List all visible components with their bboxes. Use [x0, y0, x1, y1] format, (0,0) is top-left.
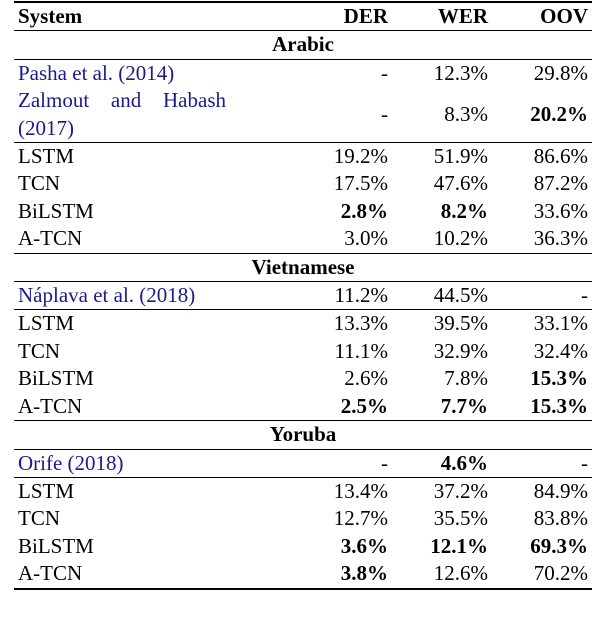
oov-cell: -	[492, 448, 592, 478]
der-cell: 11.2%	[230, 281, 392, 310]
data-row: BiLSTM 3.6% 12.1% 69.3%	[14, 533, 592, 560]
der-cell: 3.6%	[340, 533, 388, 558]
system-cell: LSTM	[14, 142, 230, 171]
wer-cell: 7.8%	[444, 366, 488, 391]
wer-cell: 8.2%	[440, 198, 488, 223]
header-cell: WER	[392, 1, 492, 31]
der-cell: 2.5%	[340, 393, 388, 418]
der-cell: 2.6%	[344, 366, 388, 391]
system-cell: LSTM	[14, 476, 230, 506]
language-row: Yoruba	[14, 420, 592, 449]
wer-cell: 10.2%	[433, 226, 488, 251]
wer-cell: 39.5%	[392, 309, 492, 338]
language-label: Yoruba	[14, 420, 592, 449]
language-label: Arabic	[14, 30, 592, 60]
language-row: Vietnamese	[14, 252, 592, 282]
wer-cell: 12.3%	[392, 58, 492, 88]
data-row: A-TCN 3.0% 10.2% 36.3%	[14, 225, 592, 253]
data-row: LSTM 19.2% 51.9% 86.6%	[14, 142, 592, 171]
system-cell: Náplava et al. (2018)	[14, 281, 230, 310]
oov-cell: 83.8%	[533, 506, 588, 531]
header-row: System DER WER OOV	[14, 1, 592, 31]
oov-cell: 32.4%	[533, 338, 588, 363]
system-cell: LSTM	[14, 309, 230, 338]
system-cell: A-TCN	[18, 393, 83, 418]
oov-cell: -	[492, 281, 592, 310]
der-cell: 11.1%	[334, 338, 388, 363]
header-cell: OOV	[492, 1, 592, 31]
wer-cell: 7.7%	[440, 393, 488, 418]
wer-cell: 8.3%	[444, 101, 488, 126]
data-row: Náplava et al. (2018) 11.2% 44.5% -	[14, 281, 592, 310]
system-cell: TCN	[18, 338, 60, 363]
der-cell: 12.7%	[333, 506, 388, 531]
header-cell: System	[14, 1, 230, 31]
oov-cell: 86.6%	[492, 142, 592, 171]
oov-cell: 15.3%	[530, 366, 588, 391]
wer-cell: 37.2%	[392, 476, 492, 506]
der-cell: -	[381, 101, 388, 126]
data-row: LSTM 13.4% 37.2% 84.9%	[14, 476, 592, 506]
system-cell: Orife (2018)	[14, 448, 230, 478]
der-cell: 3.8%	[230, 560, 392, 590]
der-cell: 13.4%	[230, 476, 392, 506]
data-row: BiLSTM 2.8% 8.2% 33.6%	[14, 198, 592, 225]
language-label: Vietnamese	[14, 252, 592, 282]
system-cell: Zalmout and Habash (2017)	[18, 88, 226, 140]
data-row: TCN 12.7% 35.5% 83.8%	[14, 505, 592, 532]
wer-cell: 12.1%	[430, 533, 488, 558]
system-cell: BiLSTM	[18, 366, 94, 391]
table-body: Arabic Pasha et al. (2014) -12.3% 29.8% Zalm…	[14, 30, 592, 590]
language-row: Arabic	[14, 30, 592, 60]
der-cell: -	[230, 58, 392, 88]
oov-cell: 33.6%	[533, 198, 588, 223]
oov-cell: 36.3%	[533, 226, 588, 251]
data-row: LSTM 13.3% 39.5% 33.1%	[14, 309, 592, 338]
data-row: BiLSTM 2.6% 7.8% 15.3%	[14, 365, 592, 392]
system-cell: BiLSTM	[18, 198, 94, 223]
oov-cell: 87.2%	[533, 171, 588, 196]
data-row: Orife (2018) -4.6% -	[14, 448, 592, 478]
oov-cell: 70.2%	[492, 560, 592, 590]
data-row: A-TCN 2.5% 7.7% 15.3%	[14, 393, 592, 421]
system-cell: A-TCN	[14, 560, 230, 590]
der-cell: 13.3%	[230, 309, 392, 338]
system-cell: TCN	[18, 171, 60, 196]
wer-cell: 47.6%	[433, 171, 488, 196]
data-row: Pasha et al. (2014) -12.3% 29.8%	[14, 58, 592, 88]
wer-cell: 44.5%	[392, 281, 492, 310]
oov-cell: 20.2%	[530, 101, 588, 126]
oov-cell: 69.3%	[530, 533, 588, 558]
oov-cell: 84.9%	[492, 476, 592, 506]
der-cell: 2.8%	[340, 198, 388, 223]
der-cell: 19.2%	[230, 142, 392, 171]
wer-cell: 35.5%	[433, 506, 488, 531]
results-table: System DER WER OOV Arabic Pasha et al. (2…	[14, 1, 592, 590]
data-row: TCN 11.1% 32.9% 32.4%	[14, 338, 592, 365]
oov-cell: 15.3%	[530, 393, 588, 418]
der-cell: 3.0%	[344, 226, 388, 251]
oov-cell: 33.1%	[492, 309, 592, 338]
wer-cell: 12.6%	[392, 560, 492, 590]
system-cell: Pasha et al. (2014)	[14, 58, 230, 88]
wer-cell: 32.9%	[433, 338, 488, 363]
data-row: A-TCN 3.8% 12.6% 70.2%	[14, 560, 592, 590]
system-cell: TCN	[18, 506, 60, 531]
system-cell: A-TCN	[18, 226, 83, 251]
oov-cell: 29.8%	[492, 58, 592, 88]
data-row: TCN 17.5% 47.6% 87.2%	[14, 170, 592, 197]
wer-cell: 51.9%	[392, 142, 492, 171]
der-cell: -	[230, 448, 392, 478]
system-cell: BiLSTM	[18, 533, 94, 558]
header-cell: DER	[230, 1, 392, 31]
data-row: Zalmout and Habash (2017) - 8.3% 20.2%	[14, 87, 592, 142]
wer-cell: 4.6%	[392, 448, 492, 478]
der-cell: 17.5%	[333, 171, 388, 196]
